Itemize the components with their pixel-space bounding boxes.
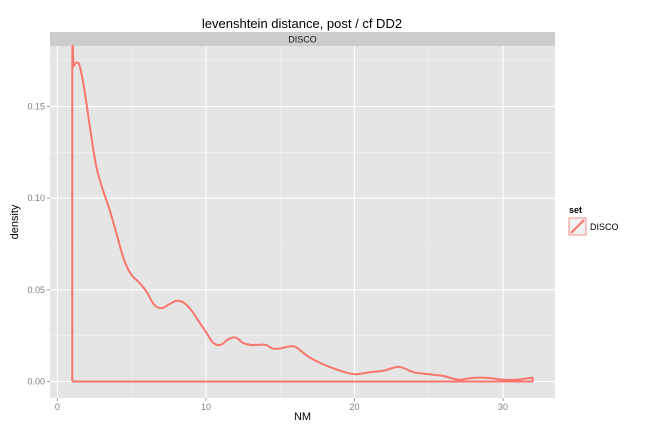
legend: set DISCO [568,205,619,236]
x-tick-label: 10 [201,402,211,412]
density-line-disco [71,44,534,383]
y-tick-label: 0.15 [27,102,45,112]
y-tick-label: 0.05 [27,285,45,295]
x-tick-label: 30 [498,402,508,412]
legend-key-line [570,219,585,234]
legend-title: set [569,205,582,215]
y-tick-label: 0.10 [27,193,45,203]
facet-strip [50,32,555,46]
series-layer [71,44,534,383]
legend-entry-disco: DISCO [590,222,619,232]
minor-gridlines [50,46,555,398]
x-axis-title: NM [294,411,311,423]
plot-panel [50,46,555,398]
y-tick-label: 0.00 [27,377,45,387]
x-axis-ticks: 0 10 20 30 [55,398,508,412]
chart-title: levenshtein distance, post / cf DD2 [202,16,402,31]
facet-strip-label: DISCO [288,35,317,45]
x-tick-label: 0 [55,402,60,412]
y-axis-title: density [9,204,21,239]
x-tick-label: 20 [349,402,359,412]
y-axis-ticks: 0.00 0.05 0.10 0.15 [27,102,50,387]
